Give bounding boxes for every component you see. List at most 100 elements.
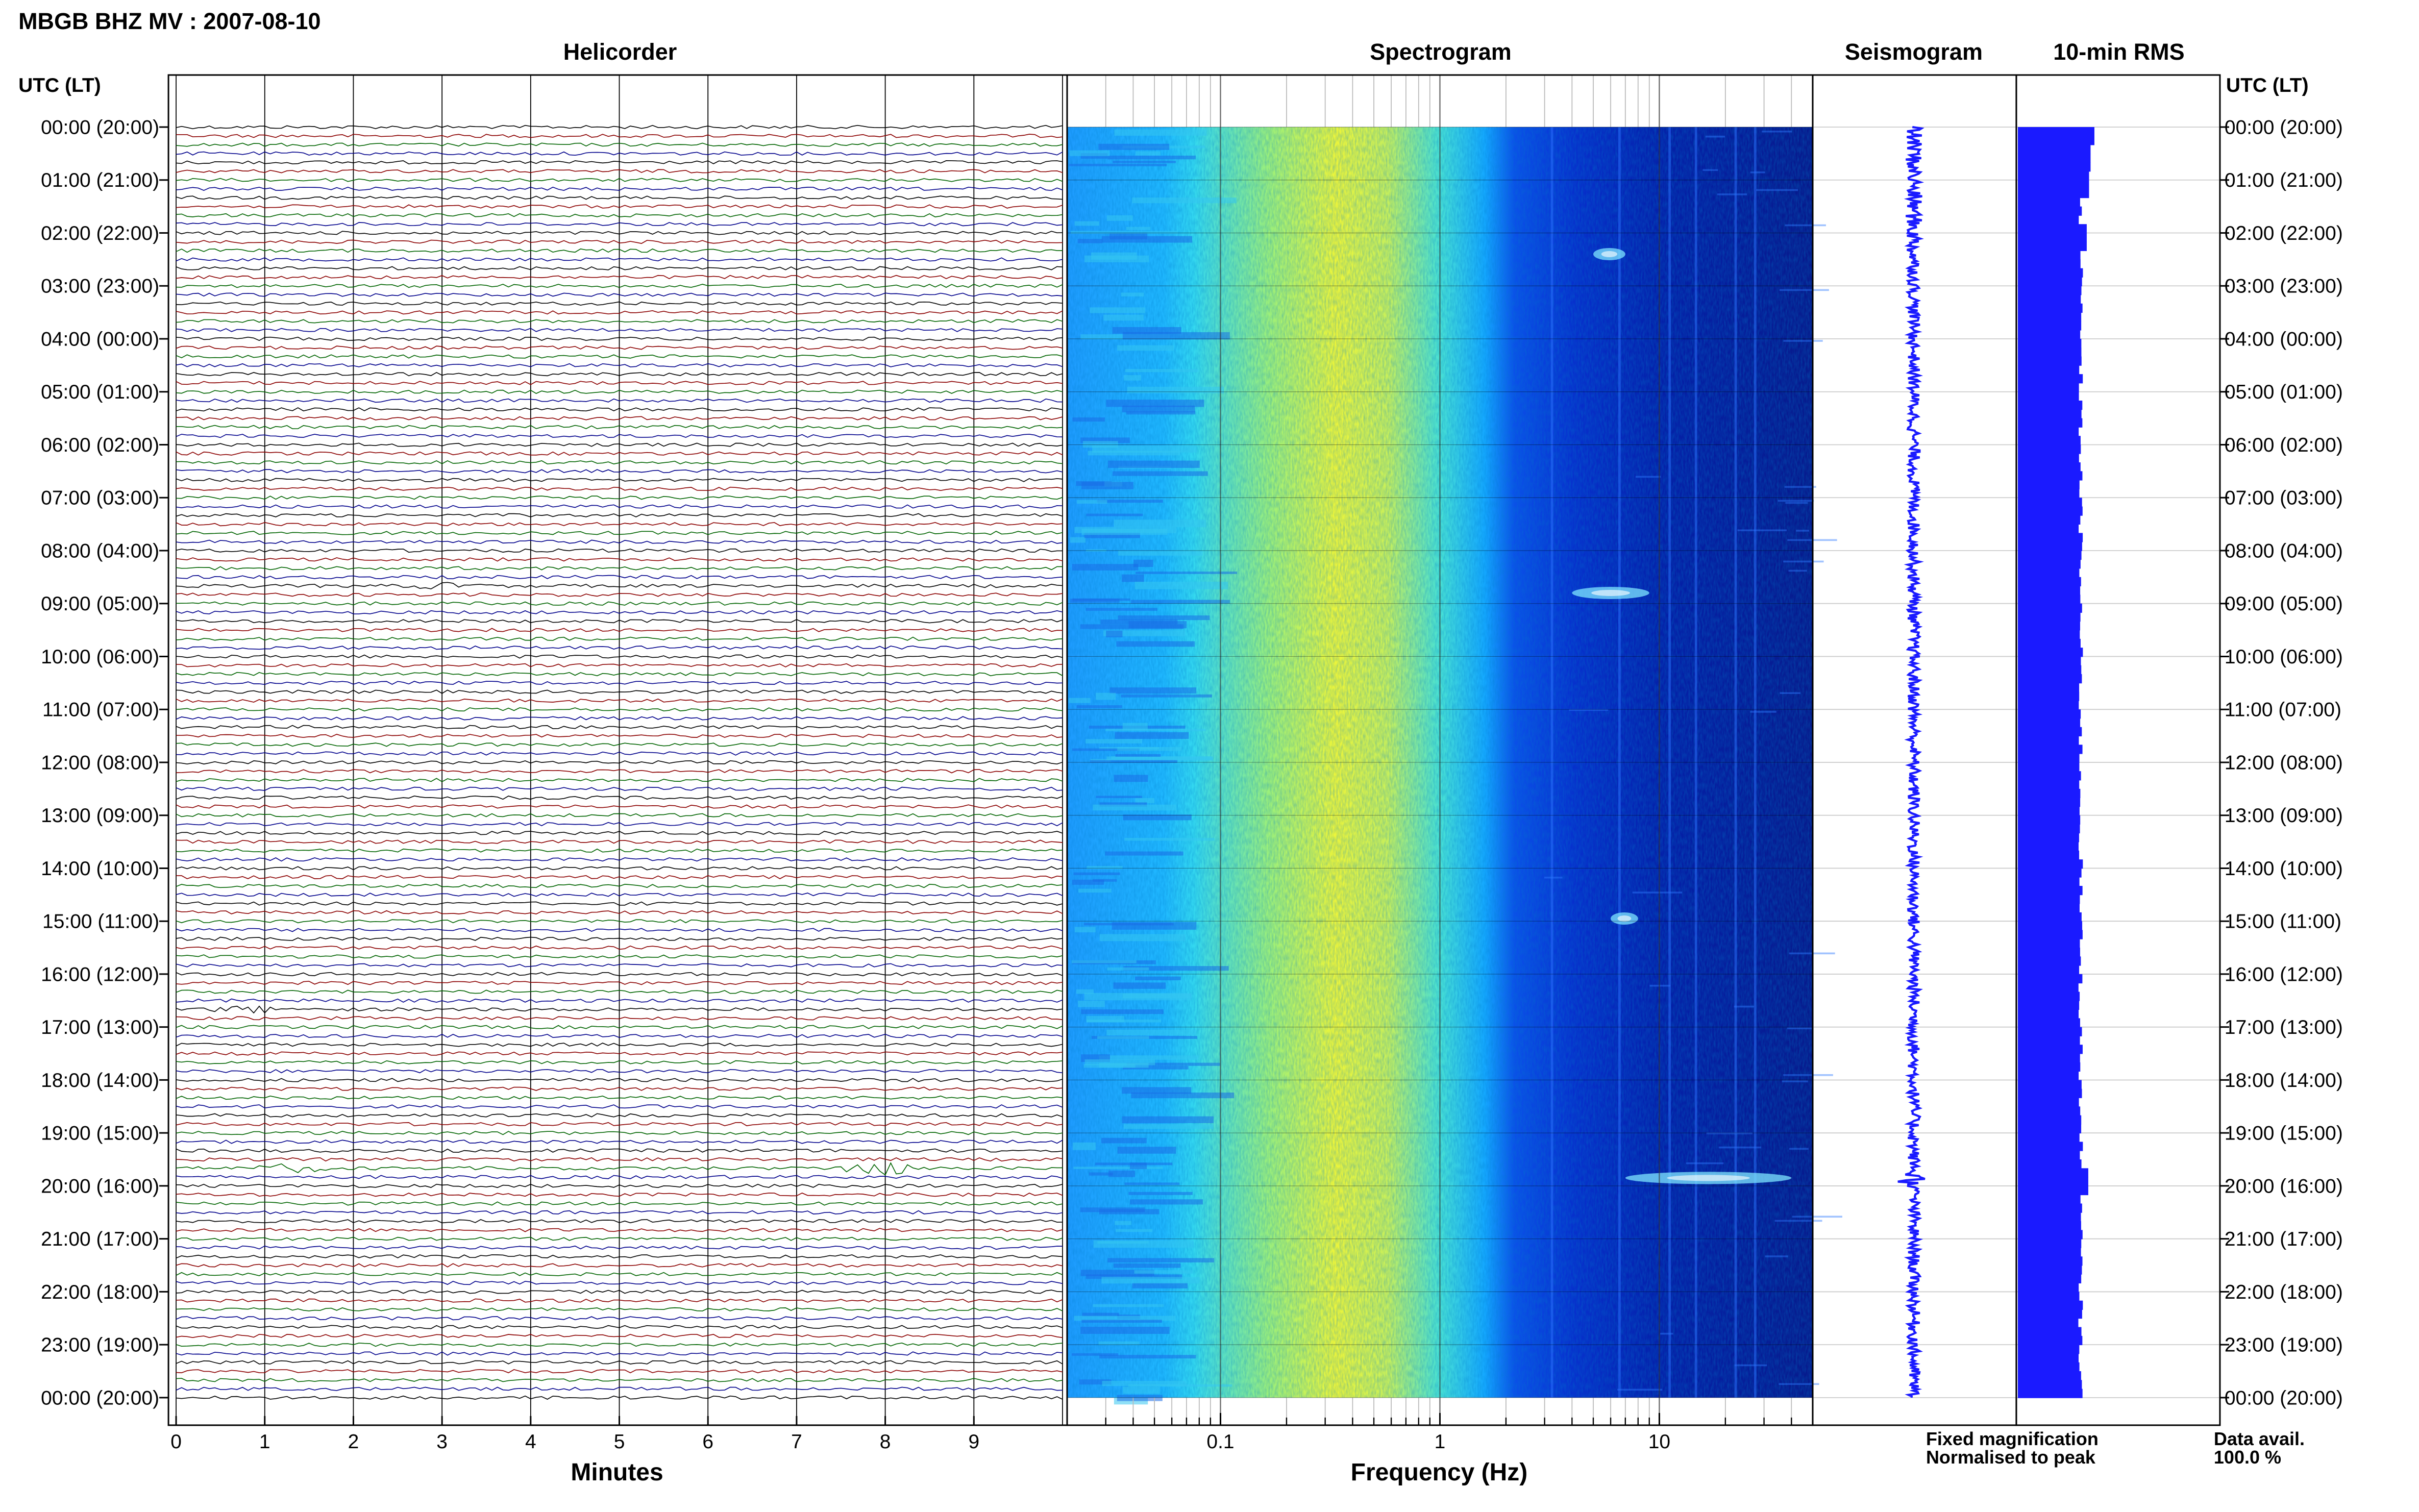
rms-bar [2017, 709, 2081, 719]
helicorder-trace [176, 1131, 1063, 1135]
spectrogram-band [1080, 437, 1130, 443]
time-tick-label: 14:00 (10:00) [41, 858, 159, 880]
rms-bar [2017, 233, 2087, 242]
spectrogram-streak [1705, 135, 1725, 138]
rms-bar [2017, 780, 2080, 789]
helicorder-trace [176, 1051, 1063, 1056]
spectrogram-band [1090, 760, 1177, 763]
rms-bar [2017, 718, 2081, 728]
spectrogram-band [1072, 1142, 1096, 1150]
time-tick-label: 20:00 (16:00) [41, 1175, 159, 1197]
time-tick-label: 03:00 (23:00) [2225, 276, 2343, 298]
helicorder-background [176, 75, 1063, 1425]
time-tick-label: 14:00 (10:00) [2225, 858, 2343, 880]
rms-bar [2017, 1230, 2083, 1240]
time-tick-label: 18:00 (14:00) [2225, 1070, 2343, 1092]
helicorder-trace [176, 336, 1063, 341]
rms-bar [2017, 1071, 2079, 1081]
spectrogram-band [1122, 574, 1144, 582]
helicorder-trace [176, 160, 1063, 165]
time-tick-label: 05:00 (01:00) [2225, 381, 2343, 403]
spectrogram-band [1070, 537, 1086, 543]
helicorder-trace [176, 636, 1063, 641]
helicorder-trace [176, 151, 1063, 156]
rms-bar [2017, 480, 2080, 489]
rms-bar [2017, 877, 2080, 886]
spectrogram-band [1069, 150, 1110, 156]
helicorder-trace [176, 1025, 1063, 1029]
spectrogram-streak [1635, 476, 1661, 478]
spectrogram-streak [1702, 169, 1718, 171]
rms-bar [2017, 833, 2079, 842]
helicorder-trace [176, 751, 1063, 756]
helicorder-trace [176, 1280, 1063, 1285]
spectrogram-streak [1783, 340, 1823, 342]
rms-bar [2017, 921, 2083, 931]
rms-title: 10-min RMS [2053, 39, 2184, 65]
helicorder-trace [176, 610, 1063, 615]
helicorder-trace [176, 1290, 1063, 1294]
rms-bar [2017, 753, 2080, 763]
time-tick-label: 03:00 (23:00) [41, 276, 159, 298]
helicorder-trace [176, 839, 1063, 844]
helicorder-trace [176, 125, 1063, 130]
spectrogram-band [1092, 445, 1197, 453]
spectrogram-band [1084, 255, 1149, 262]
spectrogram-band [1117, 1147, 1176, 1154]
rms-bar [2017, 1345, 2080, 1354]
rms-bar [2017, 401, 2083, 410]
spectrogram-band [1132, 1283, 1188, 1288]
rms-bar [2017, 956, 2081, 966]
rms-bar [2017, 1159, 2082, 1169]
spectrogram-band [1093, 1304, 1164, 1307]
spectrogram-band [1100, 619, 1178, 625]
spectrogram-streak [1569, 709, 1609, 711]
time-tick-label: 15:00 (11:00) [2225, 911, 2341, 933]
helicorder-trace [176, 266, 1063, 270]
rms-bar [2017, 303, 2083, 313]
rms-bar [2017, 1335, 2083, 1346]
rms-bar [2017, 1389, 2083, 1398]
rms-bar [2017, 1247, 2081, 1257]
spectrogram-band [1130, 1199, 1203, 1205]
helicorder-trace [176, 239, 1063, 244]
spectrogram-band [1074, 927, 1096, 933]
spectrogram-band [1072, 417, 1105, 422]
rms-bar [2017, 886, 2083, 896]
spectrogram-band [1127, 386, 1224, 393]
spectrogram-band [1099, 934, 1186, 941]
rms-bar [2017, 1098, 2079, 1107]
spectrogram-band [1122, 332, 1230, 340]
minute-tick-label: 7 [791, 1431, 802, 1453]
helicorder-trace [176, 786, 1063, 791]
helicorder-trace [176, 1086, 1063, 1091]
spectrogram-band [1085, 739, 1142, 743]
helicorder-trace [176, 1333, 1063, 1338]
spectrogram-band [1084, 533, 1140, 538]
rms-bar [2017, 524, 2079, 534]
helicorder-trace [176, 936, 1063, 941]
spectrogram-band [1107, 967, 1149, 971]
helicorder-trace [176, 760, 1063, 765]
rms-bar [2017, 665, 2082, 675]
spectrogram-band [1097, 1241, 1149, 1244]
rms-bar [2017, 1124, 2082, 1134]
helicorder-trace [176, 1095, 1063, 1100]
spectrogram-band [1123, 814, 1192, 821]
spectrogram-band [1078, 1000, 1105, 1007]
frequency-tick-label: 1 [1435, 1431, 1446, 1453]
time-tick-label: 00:00 (20:00) [2225, 116, 2343, 138]
helicorder-trace [176, 1210, 1063, 1214]
rms-bar [2017, 171, 2089, 181]
spectrogram-band [1086, 1020, 1162, 1023]
spectrogram-band [1107, 156, 1196, 160]
spectrogram-band [1077, 239, 1102, 243]
helicorder-trace [176, 831, 1063, 835]
helicorder-trace [176, 284, 1063, 288]
spectrogram-band [1088, 451, 1180, 456]
rms-bar [2017, 462, 2081, 472]
helicorder-trace [176, 1104, 1063, 1109]
helicorder-trace [176, 1193, 1063, 1197]
helicorder-trace [176, 566, 1063, 571]
